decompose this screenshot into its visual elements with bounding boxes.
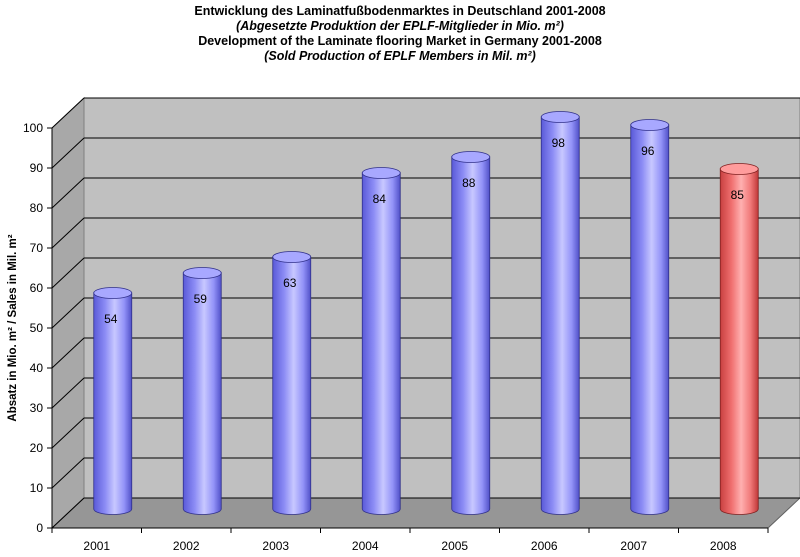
x-tick-label: 2001 — [83, 539, 110, 553]
x-tick-label: 2007 — [620, 539, 647, 553]
gridline-side — [51, 297, 85, 329]
bar-body — [272, 256, 312, 515]
bar-body — [361, 172, 401, 515]
x-tick-label: 2006 — [531, 539, 558, 553]
y-tick-label: 100 — [23, 121, 43, 135]
gridline-side — [51, 377, 85, 409]
y-tick-label: 40 — [30, 361, 44, 375]
bar-data-label: 54 — [104, 312, 118, 326]
y-tick-label: 60 — [30, 281, 44, 295]
bar-data-label: 85 — [731, 188, 745, 202]
gridline-side — [51, 497, 85, 529]
bar — [182, 267, 222, 515]
bar-top — [182, 267, 222, 279]
gridline-side — [51, 177, 85, 209]
chart-subtitle-de: (Abgesetzte Produktion der EPLF-Mitglied… — [236, 19, 564, 33]
bar — [719, 163, 759, 515]
bar-data-label: 98 — [552, 136, 566, 150]
gridline-side — [51, 457, 85, 489]
gridline-side — [51, 97, 85, 129]
y-tick-label: 10 — [30, 481, 44, 495]
y-tick-label: 30 — [30, 401, 44, 415]
bar-data-label: 88 — [462, 176, 476, 190]
bar-top — [719, 163, 759, 175]
bar — [361, 167, 401, 515]
bar — [630, 119, 670, 515]
x-tick-label: 2005 — [441, 539, 468, 553]
chart-subtitle-en: (Sold Production of EPLF Members in Mil.… — [264, 49, 536, 63]
bar-top — [272, 251, 312, 263]
y-tick-label: 80 — [30, 201, 44, 215]
gridline-side — [51, 417, 85, 449]
bar — [93, 287, 133, 515]
x-tick-label: 2002 — [173, 539, 200, 553]
x-tick-label: 2003 — [262, 539, 289, 553]
bar-top — [451, 151, 491, 163]
y-tick-label: 90 — [30, 161, 44, 175]
bar-top — [361, 167, 401, 179]
bar-body — [451, 156, 491, 515]
chart-floor — [50, 497, 800, 529]
bar-top — [630, 119, 670, 131]
bar-top — [540, 111, 580, 123]
bar — [540, 111, 580, 515]
y-axis-title: Absatz in Mio. m² / Sales in Mil. m² — [7, 234, 19, 421]
gridline-side — [51, 137, 85, 169]
bar-body — [630, 124, 670, 515]
bar-top — [93, 287, 133, 299]
bar-body — [540, 116, 580, 515]
bar — [272, 251, 312, 515]
x-tick-label: 2008 — [710, 539, 737, 553]
bar-body — [93, 292, 133, 515]
x-tick-label: 2004 — [352, 539, 379, 553]
bar-body — [719, 168, 759, 515]
y-tick-label: 0 — [36, 521, 43, 535]
chart-title-en: Development of the Laminate flooring Mar… — [198, 34, 602, 48]
bar-body — [182, 272, 222, 515]
bar — [451, 151, 491, 515]
bar-data-label: 96 — [641, 144, 655, 158]
bar-data-label: 84 — [373, 192, 387, 206]
bar-data-label: 59 — [194, 292, 208, 306]
bar-data-label: 63 — [283, 276, 297, 290]
y-tick-label: 70 — [30, 241, 44, 255]
y-tick-label: 20 — [30, 441, 44, 455]
chart-title-block: Entwicklung des Laminatfußbodenmarktes i… — [0, 4, 800, 64]
gridline-side — [51, 257, 85, 289]
gridline-side — [51, 217, 85, 249]
y-tick-label: 50 — [30, 321, 44, 335]
gridline-side — [51, 337, 85, 369]
chart-title-de: Entwicklung des Laminatfußbodenmarktes i… — [194, 4, 606, 18]
